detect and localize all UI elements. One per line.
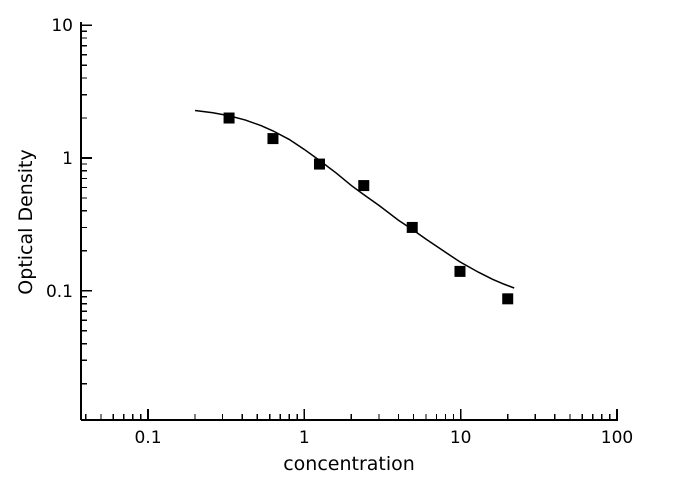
data-point-marker	[502, 293, 514, 305]
x-tick-label: 0.1	[134, 428, 161, 448]
data-point-marker	[267, 133, 279, 145]
x-tick-label: 10	[450, 428, 472, 448]
data-point-marker	[313, 158, 325, 170]
y-axis-ticks	[81, 24, 92, 385]
x-tick-label: 100	[601, 428, 633, 448]
data-point-marker	[406, 221, 418, 233]
data-point-marker	[454, 265, 466, 277]
y-tick-label: 10	[51, 16, 73, 36]
y-tick-label: 0.1	[46, 282, 73, 302]
x-axis-ticks	[85, 409, 618, 420]
x-tick-label: 1	[299, 428, 310, 448]
x-axis-title: concentration	[283, 453, 415, 475]
y-axis-tick-labels: 0.1 1 10	[46, 16, 73, 302]
data-point-marker	[358, 180, 370, 192]
y-axis-title: Optical Density	[15, 149, 37, 294]
y-tick-label: 1	[62, 149, 73, 169]
data-point-markers	[223, 112, 514, 305]
standard-curve-line	[194, 109, 515, 289]
x-axis-tick-labels: 0.1 1 10 100	[134, 428, 633, 448]
data-point-marker	[223, 112, 235, 124]
